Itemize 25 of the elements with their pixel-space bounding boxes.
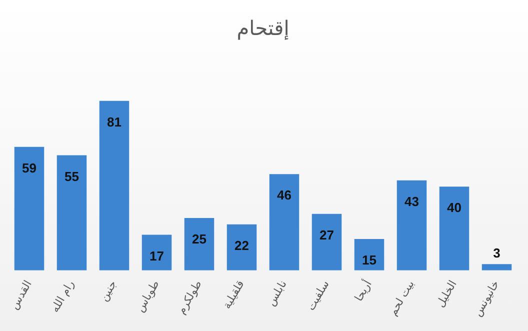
x-tick-label: خانيونس	[470, 278, 502, 319]
data-label: 25	[192, 232, 206, 247]
data-label: 27	[320, 227, 334, 242]
data-label: 43	[404, 194, 419, 209]
data-label: 40	[447, 200, 462, 216]
x-tick-label: القدس	[7, 278, 34, 312]
x-tick-label: نابلس	[264, 278, 290, 308]
data-label: 22	[234, 238, 249, 253]
chart-title: إقتحام	[236, 16, 290, 40]
data-label: 46	[277, 188, 292, 203]
data-label: 3	[493, 246, 500, 261]
data-label: 55	[64, 168, 79, 184]
x-tick-label: الخليل	[434, 278, 460, 310]
x-tick-label: طولكرم	[174, 278, 204, 316]
x-tick-label: بيت لحم	[386, 278, 417, 318]
data-label: 59	[22, 160, 36, 176]
data-label: 81	[107, 114, 122, 130]
x-tick-label: قلقيلية	[220, 278, 247, 312]
data-label: 15	[362, 252, 376, 268]
data-label: 17	[150, 248, 164, 264]
x-tick-label: جنين	[97, 278, 120, 304]
x-tick-label: أريحا	[351, 278, 374, 304]
x-tick-label: رام الله	[48, 278, 77, 315]
x-tick-label: طوباس	[133, 278, 162, 314]
x-tick-label: سلفيت	[304, 278, 332, 313]
